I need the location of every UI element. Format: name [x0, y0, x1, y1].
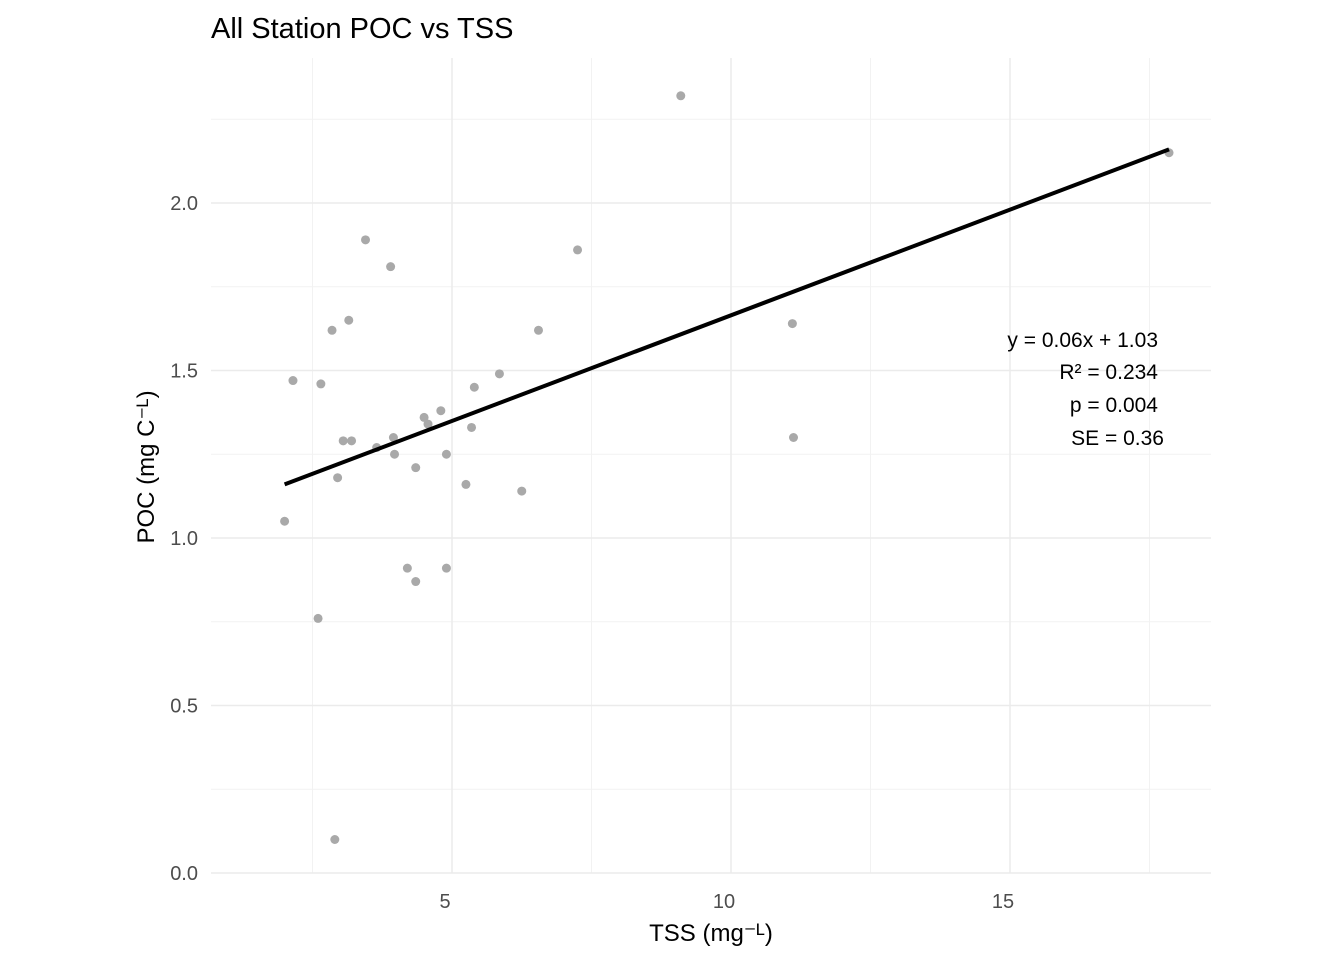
grid	[211, 58, 1211, 874]
data-point-2	[313, 613, 323, 623]
data-point-28	[533, 325, 543, 335]
x-tick-label-0: 5	[439, 891, 450, 913]
data-point-30	[676, 91, 686, 101]
data-point-24	[467, 422, 477, 432]
y-axis-title: POC (mg C⁻ᴸ)	[133, 390, 160, 543]
data-point-21	[441, 449, 451, 459]
y-tick-label-2: 1.0	[170, 528, 198, 550]
data-points	[280, 91, 1174, 844]
data-point-31	[787, 319, 797, 329]
data-point-18	[419, 412, 429, 422]
y-tick-label-1: 0.5	[170, 696, 198, 718]
data-point-20	[436, 406, 446, 416]
x-tick-label-2: 15	[992, 891, 1014, 913]
y-tick-label-0: 0.0	[170, 863, 198, 885]
annotation-p-value: p = 0.004	[1070, 394, 1158, 417]
annotation-r-squared: R² = 0.234	[1059, 361, 1158, 384]
data-point-17	[411, 463, 421, 473]
data-point-19	[423, 419, 433, 429]
data-point-22	[441, 563, 451, 573]
data-point-10	[361, 235, 371, 245]
data-point-15	[402, 563, 412, 573]
data-point-27	[517, 486, 527, 496]
data-point-25	[469, 382, 479, 392]
y-tick-label-3: 1.5	[170, 361, 198, 383]
x-tick-labels: 5 10 15	[439, 891, 1014, 913]
data-point-4	[327, 325, 337, 335]
fit-annotations: y = 0.06x + 1.03 R² = 0.234 p = 0.004 SE…	[1007, 329, 1164, 450]
data-point-32	[788, 433, 798, 442]
y-tick-label-4: 2.0	[170, 193, 198, 215]
data-point-16	[411, 577, 421, 587]
data-point-13	[388, 433, 398, 442]
chart-title: All Station POC vs TSS	[211, 13, 513, 45]
data-point-26	[494, 369, 504, 379]
x-axis-title: TSS (mg⁻ᴸ)	[649, 920, 773, 947]
regression-line	[283, 147, 1170, 487]
x-tick-label-1: 10	[713, 891, 735, 913]
data-point-23	[461, 479, 471, 489]
data-point-3	[316, 379, 326, 389]
data-point-1	[288, 376, 298, 386]
annotation-se: SE = 0.36	[1071, 427, 1164, 450]
annotation-equation: y = 0.06x + 1.03	[1007, 329, 1158, 352]
data-point-9	[347, 436, 357, 446]
data-point-12	[386, 262, 396, 272]
y-tick-labels: 0.0 0.5 1.0 1.5 2.0	[170, 193, 198, 885]
data-point-8	[344, 315, 354, 325]
data-point-6	[333, 473, 343, 483]
data-point-5	[330, 835, 340, 844]
data-point-29	[573, 245, 583, 255]
data-point-0	[280, 516, 290, 526]
data-point-7	[338, 436, 348, 446]
data-point-14	[390, 449, 400, 459]
regression-line-group	[283, 147, 1170, 487]
